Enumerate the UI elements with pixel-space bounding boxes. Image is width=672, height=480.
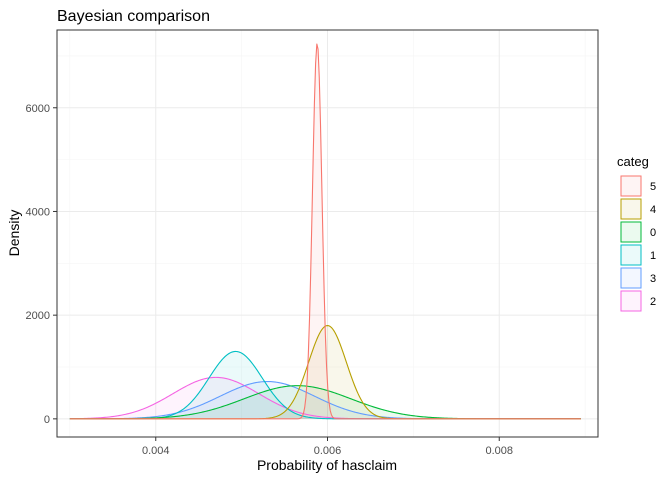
- legend-title: categ: [617, 154, 649, 169]
- legend-label-2: 2: [650, 296, 656, 308]
- grid-lines: [57, 30, 598, 437]
- x-axis-title: Probability of hasclaim: [257, 457, 397, 473]
- density-line-5: [69, 43, 581, 420]
- y-tick-label: 0: [44, 414, 50, 426]
- legend: categ 5 4 0 1 3 2: [617, 154, 656, 312]
- density-fill-3: [69, 381, 581, 419]
- x-tick-label: 0.004: [142, 445, 170, 457]
- legend-key-5: [620, 175, 642, 197]
- y-tick-label: 6000: [26, 103, 50, 115]
- legend-label-4: 4: [650, 204, 656, 216]
- y-axis-title: Density: [6, 210, 22, 257]
- legend-items: 5 4 0 1 3 2: [620, 175, 656, 312]
- legend-key-2: [620, 290, 642, 312]
- density-fill-2: [69, 377, 581, 419]
- y-axis-ticks: 0 2000 4000 6000: [26, 103, 57, 426]
- legend-key-3: [620, 267, 642, 289]
- x-tick-label: 0.006: [314, 445, 342, 457]
- legend-label-1: 1: [650, 250, 656, 262]
- legend-key-4: [620, 198, 642, 220]
- x-axis-ticks: 0.004 0.006 0.008: [142, 437, 513, 457]
- legend-label-3: 3: [650, 273, 656, 285]
- density-lines: [69, 43, 581, 420]
- legend-label-0: 0: [650, 227, 656, 239]
- y-tick-label: 2000: [26, 310, 50, 322]
- chart-title: Bayesian comparison: [57, 8, 210, 25]
- legend-key-0: [620, 221, 642, 243]
- legend-key-1: [620, 244, 642, 266]
- density-fill-1: [69, 351, 581, 419]
- x-tick-label: 0.008: [485, 445, 513, 457]
- density-fill-4: [69, 325, 581, 419]
- density-fill-0: [69, 385, 581, 419]
- y-tick-label: 4000: [26, 206, 50, 218]
- legend-label-5: 5: [650, 181, 656, 193]
